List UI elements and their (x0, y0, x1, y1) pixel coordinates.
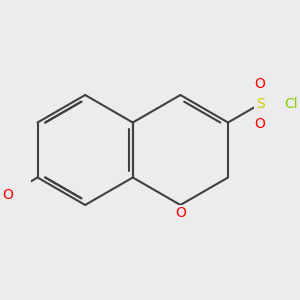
Text: S: S (256, 97, 265, 111)
Text: Cl: Cl (284, 97, 298, 111)
Text: O: O (255, 77, 266, 91)
Text: O: O (255, 117, 266, 131)
Text: O: O (2, 188, 13, 202)
Text: O: O (175, 206, 186, 220)
